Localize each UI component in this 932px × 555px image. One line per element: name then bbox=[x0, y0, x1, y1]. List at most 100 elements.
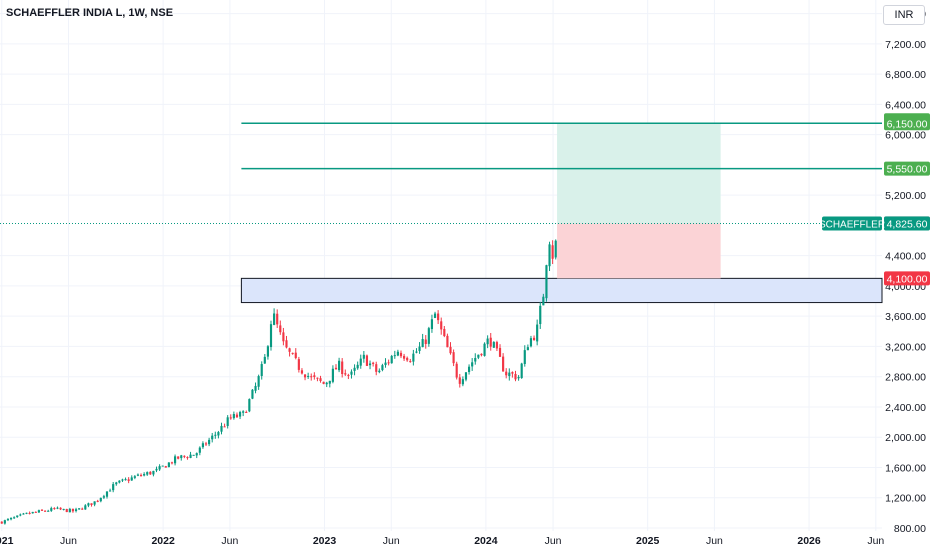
price-tick-label: 6,000.00 bbox=[885, 130, 926, 142]
candle-body bbox=[65, 509, 68, 513]
candle-body bbox=[263, 356, 266, 364]
candle-body bbox=[467, 366, 471, 373]
price-tick-label: 3,600.00 bbox=[885, 311, 926, 323]
candle-body bbox=[183, 455, 186, 457]
candle-body bbox=[300, 370, 304, 374]
candle-body bbox=[341, 361, 344, 375]
candle-body bbox=[338, 360, 341, 371]
candle-body bbox=[356, 364, 359, 369]
candle-body bbox=[93, 501, 96, 505]
candle-body bbox=[495, 342, 499, 349]
candle-body bbox=[437, 313, 440, 321]
candle-body bbox=[396, 351, 399, 356]
candle-body bbox=[53, 508, 56, 510]
candle-body bbox=[461, 379, 464, 385]
candle-body bbox=[3, 520, 6, 524]
level-price-label-bg bbox=[884, 116, 930, 131]
loss-area bbox=[557, 223, 721, 279]
candle-body bbox=[44, 510, 47, 512]
candle-body bbox=[316, 377, 319, 379]
time-tick-label: Jun bbox=[221, 535, 238, 547]
candle-body bbox=[235, 414, 239, 418]
time-tick-label: Jun bbox=[60, 535, 77, 547]
candle-body bbox=[285, 340, 288, 348]
candle-body bbox=[248, 399, 251, 412]
position-tool-layer[interactable] bbox=[557, 123, 721, 279]
candle-body bbox=[146, 472, 149, 475]
time-tick-label: Jun bbox=[867, 535, 884, 547]
candle-body bbox=[170, 462, 174, 464]
candle-body bbox=[115, 482, 118, 485]
candle-body bbox=[127, 479, 130, 481]
candle-body bbox=[238, 412, 242, 417]
candle-body bbox=[266, 346, 269, 357]
candle-body bbox=[381, 365, 384, 371]
currency-button[interactable]: INR bbox=[883, 5, 925, 25]
candle-body bbox=[102, 496, 105, 498]
candle-body bbox=[198, 447, 201, 453]
candle-body bbox=[90, 503, 93, 505]
candle-body bbox=[514, 373, 517, 380]
candle-body bbox=[554, 240, 557, 258]
time-axis[interactable]: 2021 Jun 2022 Jun 2023 Jun 2024 Jun 2025 Jun 2026 J… bbox=[0, 535, 884, 547]
candle-body bbox=[548, 244, 551, 267]
candle-body bbox=[34, 511, 37, 513]
candle-body bbox=[498, 347, 502, 357]
candle-body bbox=[365, 355, 369, 366]
candle-body bbox=[474, 358, 477, 362]
candle-body bbox=[536, 324, 539, 342]
candle-body bbox=[47, 510, 50, 512]
candle-body bbox=[158, 466, 161, 470]
price-tick-label: 2,000.00 bbox=[885, 432, 926, 444]
candle-body bbox=[430, 319, 434, 330]
candle-body bbox=[523, 350, 526, 364]
candle-body bbox=[16, 515, 19, 518]
candle-body bbox=[319, 378, 322, 382]
candle-body bbox=[152, 470, 155, 475]
candle-body bbox=[331, 368, 334, 382]
time-tick-label: 2026 bbox=[797, 535, 821, 547]
level-price-label: 6,150.00 bbox=[887, 118, 928, 130]
candle-body bbox=[161, 465, 164, 467]
candle-body bbox=[6, 519, 10, 521]
candle-body bbox=[28, 512, 31, 514]
candle-body bbox=[276, 313, 279, 325]
candle-body bbox=[257, 376, 260, 387]
candle-body bbox=[325, 382, 328, 385]
candle-body bbox=[180, 455, 183, 459]
candle-body bbox=[424, 339, 427, 345]
candle-body bbox=[480, 353, 483, 356]
candle-body bbox=[211, 435, 214, 440]
candle-body bbox=[112, 484, 115, 491]
candle-body bbox=[232, 414, 235, 419]
candle-body bbox=[223, 426, 226, 428]
candle-body bbox=[412, 353, 415, 362]
candle-body bbox=[78, 508, 81, 510]
time-tick-label: 2024 bbox=[474, 535, 498, 547]
price-tick-label: 6,800.00 bbox=[885, 69, 926, 81]
candle-body bbox=[143, 474, 146, 476]
grid-lines bbox=[0, 0, 882, 531]
candle-body bbox=[409, 361, 412, 363]
candle-body bbox=[282, 332, 285, 342]
candle-body bbox=[84, 505, 87, 510]
candle-body bbox=[455, 363, 458, 378]
last-price-label: 4,825.60 bbox=[887, 218, 928, 230]
candle-body bbox=[446, 335, 449, 348]
candle-body bbox=[418, 346, 421, 351]
candle-body bbox=[297, 359, 300, 370]
candle-body bbox=[520, 363, 523, 378]
candle-body bbox=[532, 337, 536, 341]
candle-body bbox=[130, 477, 133, 481]
candle-body bbox=[526, 347, 529, 351]
symbol-badge: SCHAEFFLER bbox=[819, 219, 885, 230]
candle-body bbox=[502, 356, 505, 372]
candle-body bbox=[452, 352, 455, 364]
candle-body bbox=[155, 468, 158, 471]
demand-zone-layer[interactable] bbox=[240, 277, 883, 304]
candle-body bbox=[433, 313, 437, 318]
horizontal-levels-layer[interactable] bbox=[241, 122, 882, 170]
price-tick-label: 6,400.00 bbox=[885, 99, 926, 111]
